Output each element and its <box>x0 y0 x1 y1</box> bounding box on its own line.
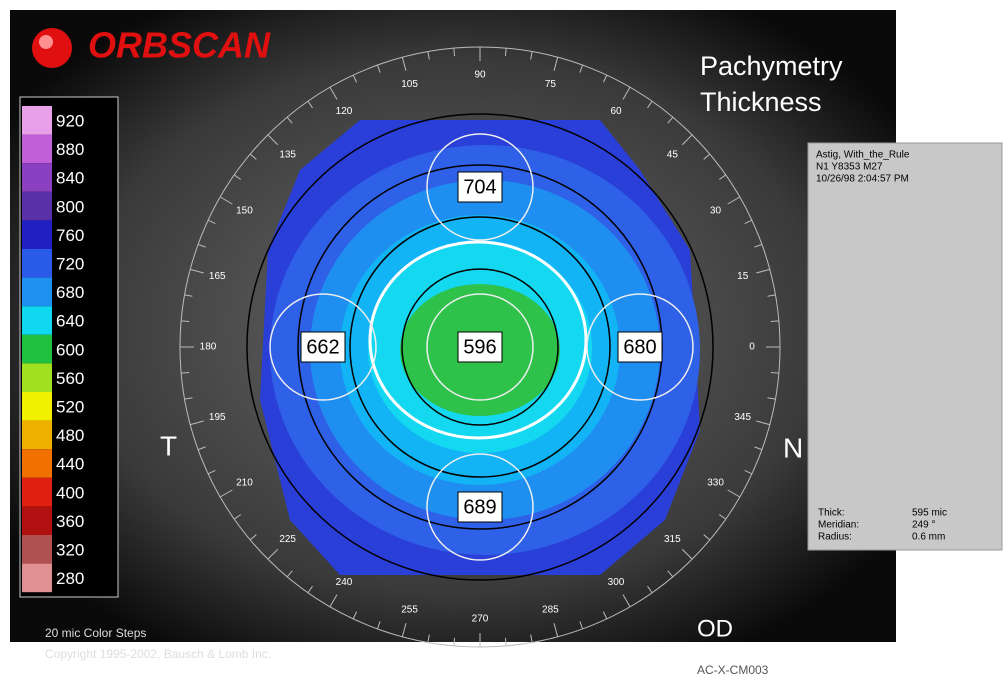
angle-label: 15 <box>737 271 749 282</box>
legend-swatch <box>22 506 52 535</box>
legend-swatch <box>22 421 52 450</box>
legend-label: 320 <box>56 540 84 559</box>
footer-text: Copyright 1995-2002, Bausch & Lomb Inc. <box>45 647 271 661</box>
marker-value: 680 <box>623 336 656 358</box>
legend-swatch <box>22 220 52 249</box>
angle-label: 330 <box>707 478 724 489</box>
legend-label: 640 <box>56 312 84 331</box>
legend-swatch <box>22 135 52 164</box>
footer-code: AC-X-CM003 <box>697 663 769 677</box>
legend-swatch <box>22 306 52 335</box>
legend-label: 480 <box>56 426 84 445</box>
info-label: Meridian: <box>818 520 859 531</box>
info-label: Radius: <box>818 532 852 543</box>
tick <box>771 321 779 322</box>
angle-label: 345 <box>734 412 751 423</box>
legend-label: 840 <box>56 169 84 188</box>
legend-swatch <box>22 249 52 278</box>
angle-label: 60 <box>610 106 622 117</box>
angle-label: 135 <box>279 149 296 160</box>
legend-label: 680 <box>56 283 84 302</box>
marker-value: 596 <box>463 336 496 358</box>
logo-icon <box>32 28 72 68</box>
info-value: 0.6 mm <box>912 532 945 543</box>
legend-label: 360 <box>56 512 84 531</box>
legend-swatch <box>22 535 52 564</box>
tick <box>181 321 189 322</box>
legend-label: 400 <box>56 483 84 502</box>
legend-swatch <box>22 392 52 421</box>
angle-label: 30 <box>710 206 722 217</box>
legend-swatch <box>22 335 52 364</box>
tick <box>505 638 506 646</box>
angle-label: 300 <box>608 577 625 588</box>
angle-label: 0 <box>749 342 755 353</box>
title: Pachymetry <box>700 51 843 81</box>
footer-text: 20 mic Color Steps <box>45 626 146 640</box>
angle-label: 75 <box>545 79 557 90</box>
angle-label: 120 <box>336 106 353 117</box>
info-value: 249 ° <box>912 520 935 531</box>
legend-label: 880 <box>56 140 84 159</box>
info-text: 10/26/98 2:04:57 PM <box>816 174 909 185</box>
eye-label: OD <box>697 615 733 642</box>
legend-label: 560 <box>56 369 84 388</box>
angle-label: 180 <box>200 342 217 353</box>
legend-label: 600 <box>56 340 84 359</box>
angle-label: 270 <box>472 614 489 625</box>
angle-label: 105 <box>401 79 418 90</box>
screen: ORBSCAN Pachymetry Thickness 920 880 840 80… <box>0 0 1004 677</box>
tick <box>771 372 779 373</box>
legend-swatch <box>22 106 52 135</box>
angle-label: 195 <box>209 412 226 423</box>
legend-label: 800 <box>56 197 84 216</box>
legend-label: 920 <box>56 111 84 130</box>
marker-value: 662 <box>306 336 339 358</box>
legend-swatch <box>22 192 52 221</box>
angle-label: 285 <box>542 604 559 615</box>
angle-label: 150 <box>236 206 253 217</box>
info-text: N1 Y8353 M27 <box>816 162 883 173</box>
legend-label: 760 <box>56 226 84 245</box>
tick <box>181 372 189 373</box>
tick <box>454 48 455 56</box>
info-panel <box>808 143 1002 550</box>
title: Thickness <box>700 87 822 117</box>
angle-label: 240 <box>336 577 353 588</box>
logo-text: ORBSCAN <box>88 25 271 66</box>
legend-label: 720 <box>56 254 84 273</box>
angle-label: 225 <box>279 534 296 545</box>
info-label: Thick: <box>818 508 845 519</box>
marker-value: 689 <box>463 496 496 518</box>
side-label: N <box>783 432 803 463</box>
legend-swatch <box>22 163 52 192</box>
angle-label: 165 <box>209 271 226 282</box>
angle-label: 90 <box>474 70 486 81</box>
side-label: T <box>160 430 177 461</box>
page: ORBSCAN Pachymetry Thickness 920 880 840 80… <box>0 0 1004 677</box>
legend-label: 440 <box>56 455 84 474</box>
legend-label: 280 <box>56 569 84 588</box>
legend-swatch <box>22 449 52 478</box>
logo-highlight <box>39 35 53 49</box>
legend-swatch <box>22 278 52 307</box>
tick <box>454 638 455 646</box>
angle-label: 45 <box>667 149 679 160</box>
info-text: Astig, With_the_Rule <box>816 150 910 161</box>
tick <box>505 48 506 56</box>
marker-value: 704 <box>463 176 496 198</box>
legend-swatch <box>22 363 52 392</box>
legend-swatch <box>22 564 52 593</box>
angle-label: 210 <box>236 478 253 489</box>
angle-label: 315 <box>664 534 681 545</box>
angle-label: 255 <box>401 604 418 615</box>
legend-swatch <box>22 478 52 507</box>
legend-label: 520 <box>56 397 84 416</box>
info-value: 595 mic <box>912 508 947 519</box>
